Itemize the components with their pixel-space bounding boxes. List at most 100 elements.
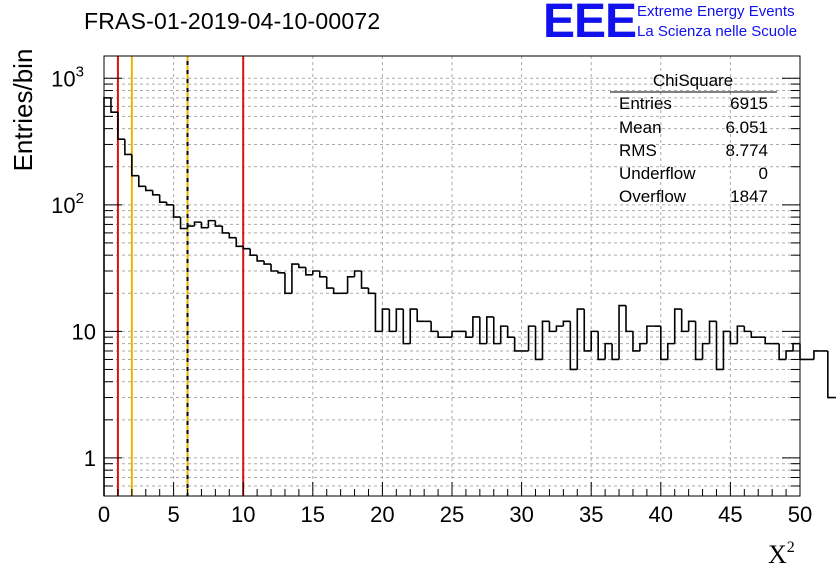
histogram-bin xyxy=(583,309,592,352)
histogram-bin xyxy=(110,97,118,113)
y-tick-label: 1 xyxy=(84,446,96,471)
histogram-bin xyxy=(687,320,696,332)
histogram-bin xyxy=(701,342,710,360)
histogram-bin xyxy=(437,331,446,338)
histogram-bin xyxy=(576,308,585,370)
histogram-bin xyxy=(499,325,508,344)
histogram-bin xyxy=(193,221,202,227)
histogram-bin xyxy=(138,175,146,188)
x-tick-label: 50 xyxy=(788,502,812,527)
histogram-bin xyxy=(625,305,633,333)
x-tick-label: 30 xyxy=(509,502,533,527)
x-tick-label: 45 xyxy=(718,502,742,527)
histogram-bin xyxy=(513,337,522,352)
histogram-bin xyxy=(270,264,278,272)
histogram-bin xyxy=(590,330,599,351)
x-tick-label: 0 xyxy=(98,502,110,527)
histogram-bin xyxy=(242,246,251,250)
histogram-bin xyxy=(374,293,383,333)
histogram-bin xyxy=(673,308,682,344)
histogram-bin xyxy=(715,321,724,371)
histogram-bin xyxy=(562,320,571,327)
stats-box: ChiSquare Entries 6915 Mean 6.051 RMS 8.… xyxy=(610,71,777,206)
histogram-bin xyxy=(764,337,773,345)
histogram-bin xyxy=(179,217,188,230)
histogram-bin xyxy=(729,331,738,345)
histogram-bin xyxy=(639,342,647,351)
histogram-bin xyxy=(312,270,320,275)
x-axis-title: X2 xyxy=(768,539,795,569)
histogram-bin xyxy=(395,308,404,332)
stats-label-entries: Entries xyxy=(619,94,672,113)
histogram-bin xyxy=(235,237,244,248)
histogram-title: FRAS-01-2019-04-10-00072 xyxy=(84,8,381,34)
histogram-bin xyxy=(569,321,578,371)
histogram-bin xyxy=(207,219,216,228)
eee-logo: EEE xyxy=(543,0,637,48)
stats-value-overflow: 1847 xyxy=(730,187,768,206)
y-tick-label: 102 xyxy=(51,190,84,218)
stats-label-mean: Mean xyxy=(619,118,662,137)
histogram-bin xyxy=(486,316,494,344)
histogram-bin xyxy=(325,276,334,289)
axis-ticks xyxy=(103,77,801,497)
stats-value-rms: 8.774 xyxy=(725,141,768,160)
histogram-bin xyxy=(472,316,480,338)
histogram-bin xyxy=(541,320,550,360)
histogram-bin xyxy=(367,288,376,295)
histogram-bin xyxy=(785,350,794,360)
histogram-bin xyxy=(117,112,125,141)
histogram-bin xyxy=(708,320,717,344)
histogram-bin xyxy=(221,226,230,234)
histogram-bin xyxy=(555,325,564,332)
stats-label-rms: RMS xyxy=(619,141,657,160)
stats-value-entries: 6915 xyxy=(730,94,768,113)
cut-lines xyxy=(116,56,245,496)
x-tick-label: 40 xyxy=(649,502,673,527)
histogram-bin xyxy=(827,350,835,399)
histogram-bin xyxy=(284,272,292,295)
histogram-bin xyxy=(743,326,752,333)
x-tick-label: 25 xyxy=(440,502,464,527)
x-tick-label: 20 xyxy=(370,502,394,527)
histogram-bin xyxy=(353,270,362,277)
histogram-bin xyxy=(249,248,258,256)
histogram-bin xyxy=(813,350,821,360)
stats-value-underflow: 0 xyxy=(759,164,768,183)
histogram-bin xyxy=(750,331,759,338)
histogram-bin xyxy=(492,316,501,345)
histogram-bin xyxy=(165,202,174,206)
histogram-bin xyxy=(388,309,397,333)
histogram-bin xyxy=(332,288,341,295)
histogram-bin xyxy=(124,139,132,156)
histogram-bin xyxy=(228,232,237,239)
histogram-bin xyxy=(131,154,139,177)
histogram-bin xyxy=(604,342,613,360)
histogram-bin xyxy=(305,267,313,276)
stats-name: ChiSquare xyxy=(653,71,733,90)
histogram-bin xyxy=(381,308,390,332)
stats-label-overflow: Overflow xyxy=(619,187,687,206)
histogram-bin xyxy=(346,275,355,294)
logo-caption-line2: La Scienza nelle Scuole xyxy=(637,23,798,40)
histogram-bin xyxy=(736,325,745,344)
histogram-bin xyxy=(318,270,327,278)
histogram-bin xyxy=(103,97,111,496)
histogram-bin xyxy=(416,309,425,323)
x-tick-label: 10 xyxy=(231,502,255,527)
histogram-bin xyxy=(680,309,689,333)
histogram-bin xyxy=(799,343,807,361)
y-tick-label: 103 xyxy=(51,63,84,91)
histogram-bin xyxy=(618,304,626,360)
histogram-bin xyxy=(632,331,640,352)
histogram-bin xyxy=(792,342,800,351)
histogram-bin xyxy=(778,343,787,361)
axis-labels: 0 5 10 15 20 25 30 35 40 45 50 1 10 102 103 Entries/bin… xyxy=(8,49,812,569)
y-tick-label: 10 xyxy=(72,319,96,344)
histogram-bin xyxy=(256,255,265,262)
histogram-bin xyxy=(186,225,195,229)
histogram-bin xyxy=(534,326,543,361)
histogram-bin xyxy=(360,270,369,289)
histogram-bin xyxy=(402,309,411,345)
